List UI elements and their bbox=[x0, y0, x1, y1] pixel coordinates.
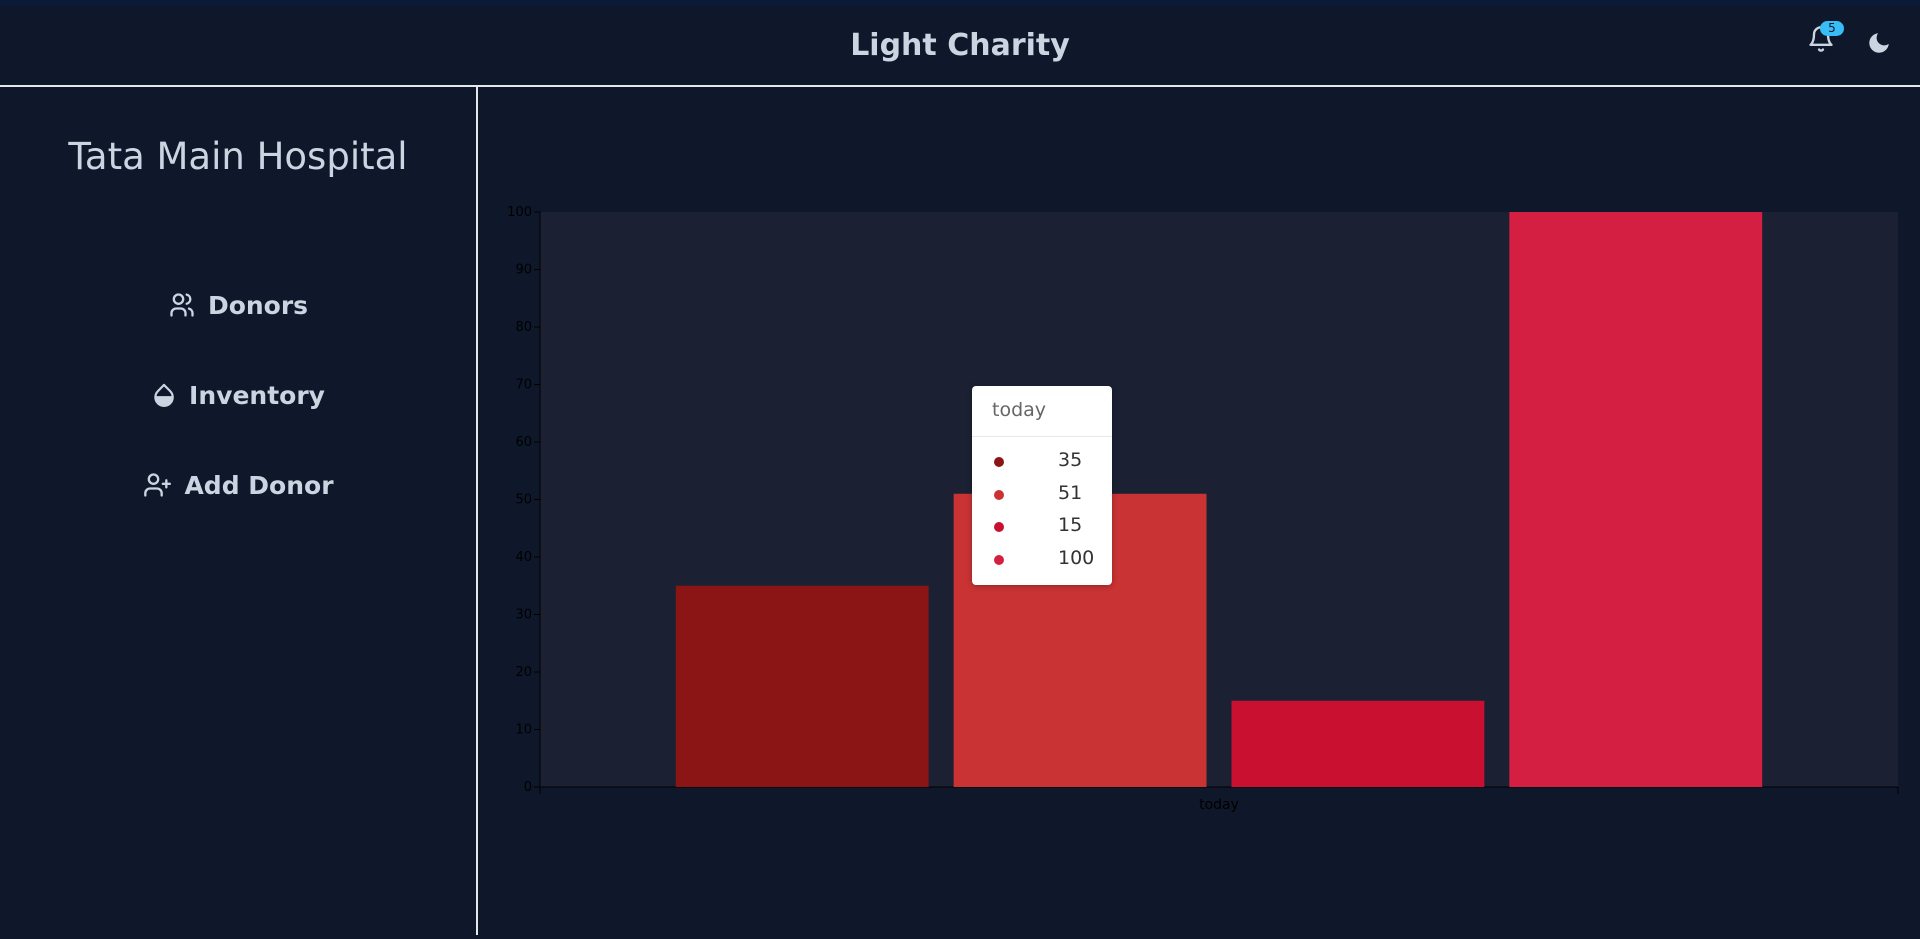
users-icon bbox=[170, 293, 194, 317]
y-tick-label: 100 bbox=[507, 205, 532, 220]
bar bbox=[1231, 700, 1485, 787]
y-tick-label: 80 bbox=[515, 320, 532, 335]
bar-chart: 0 10 20 30 40 50 60 70 80 90 100 today bbox=[507, 205, 1899, 813]
tooltip-value: 51 bbox=[1058, 482, 1083, 504]
tooltip-value: 35 bbox=[1058, 449, 1083, 471]
y-tick-label: 30 bbox=[515, 608, 532, 623]
y-tick-label: 0 bbox=[524, 780, 532, 795]
user-plus-icon bbox=[144, 473, 172, 497]
tooltip-dot bbox=[994, 490, 1004, 500]
y-tick-label: 90 bbox=[515, 263, 532, 278]
moon-icon[interactable] bbox=[1866, 30, 1892, 56]
chart-area: 0 10 20 30 40 50 60 70 80 90 100 today bbox=[480, 87, 1920, 935]
y-tick-label: 50 bbox=[515, 493, 532, 508]
y-tick-label: 10 bbox=[515, 723, 532, 738]
app-header: Light Charity bbox=[0, 6, 1920, 87]
chart-tooltip: today 35 51 15 100 bbox=[972, 386, 1112, 585]
tooltip-value: 100 bbox=[1058, 547, 1095, 569]
notification-badge: 5 bbox=[1820, 21, 1844, 36]
sidebar-item-donors[interactable]: Donors bbox=[0, 283, 476, 327]
tooltip-value: 15 bbox=[1058, 514, 1083, 536]
tooltip-row: 35 bbox=[972, 449, 1112, 475]
sidebar-item-add-donor[interactable]: Add Donor bbox=[0, 463, 476, 507]
y-tick-label: 20 bbox=[515, 665, 532, 680]
y-tick-label: 70 bbox=[515, 378, 532, 393]
sidebar: Tata Main Hospital Donors Inventory Add … bbox=[0, 87, 478, 935]
bar bbox=[1509, 212, 1763, 787]
tooltip-dot bbox=[994, 522, 1004, 532]
y-tick-label: 40 bbox=[515, 550, 532, 565]
tooltip-dot bbox=[994, 457, 1004, 467]
tooltip-row: 51 bbox=[972, 482, 1112, 508]
y-tick-label: 60 bbox=[515, 435, 532, 450]
tooltip-dot bbox=[994, 555, 1004, 565]
sidebar-item-label: Add Donor bbox=[184, 470, 334, 500]
sidebar-item-label: Inventory bbox=[189, 380, 325, 410]
bar bbox=[675, 585, 929, 787]
tooltip-row: 15 bbox=[972, 514, 1112, 540]
droplet-icon bbox=[154, 383, 174, 407]
top-strip bbox=[0, 0, 1920, 6]
org-name: Tata Main Hospital bbox=[68, 135, 408, 178]
sidebar-item-label: Donors bbox=[207, 290, 309, 320]
tooltip-row: 100 bbox=[972, 547, 1112, 573]
app-title: Light Charity bbox=[850, 28, 1070, 63]
tooltip-title: today bbox=[972, 386, 1112, 437]
sidebar-item-inventory[interactable]: Inventory bbox=[0, 373, 476, 417]
x-tick-label: today bbox=[1199, 797, 1239, 813]
